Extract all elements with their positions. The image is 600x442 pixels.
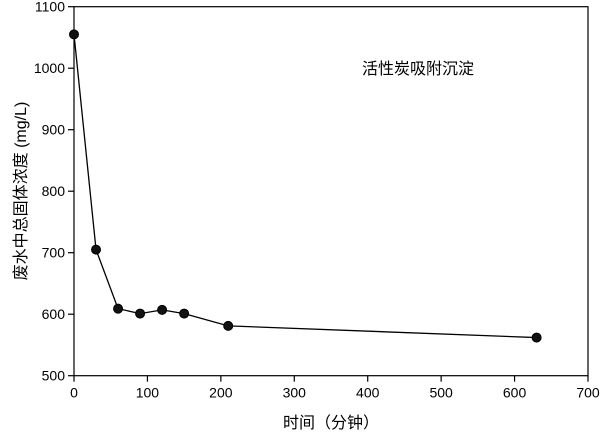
data-point (157, 304, 168, 315)
x-tick-label: 0 (70, 385, 78, 401)
y-tick-label: 800 (42, 183, 66, 199)
x-tick-label: 700 (576, 385, 600, 401)
series (69, 29, 542, 343)
data-point (69, 29, 79, 40)
data-point (179, 308, 190, 319)
data-point (531, 332, 542, 343)
data-point (135, 308, 146, 319)
x-tick-label: 300 (283, 385, 307, 401)
x-tick-label: 100 (136, 385, 160, 401)
x-axis-label: 时间（分钟） (283, 414, 379, 432)
axes (73, 6, 589, 377)
data-point (223, 320, 234, 331)
data-point (91, 244, 102, 255)
y-tick-label: 900 (42, 122, 66, 138)
data-point (113, 303, 124, 314)
y-tick-label: 500 (42, 368, 66, 384)
y-tick-label: 1000 (34, 60, 65, 76)
x-tick-label: 400 (356, 385, 380, 401)
x-tick-label: 600 (503, 385, 527, 401)
y-tick-label: 700 (42, 245, 66, 261)
y-tick-label: 600 (42, 306, 66, 322)
annotation: 活性炭吸附沉淀 (362, 60, 474, 78)
y-tick-label: 1100 (35, 0, 65, 15)
series-line (73, 34, 537, 339)
x-tick-label: 200 (209, 385, 233, 401)
x-tick-label: 500 (429, 385, 453, 401)
ticks: 0 100 200 300 400 500 600 700 500 600 700 800 900 100… (34, 0, 600, 401)
plot-frame (73, 6, 589, 377)
y-axis-label: 废水中总固体浓度 (mg/L) (12, 102, 30, 281)
